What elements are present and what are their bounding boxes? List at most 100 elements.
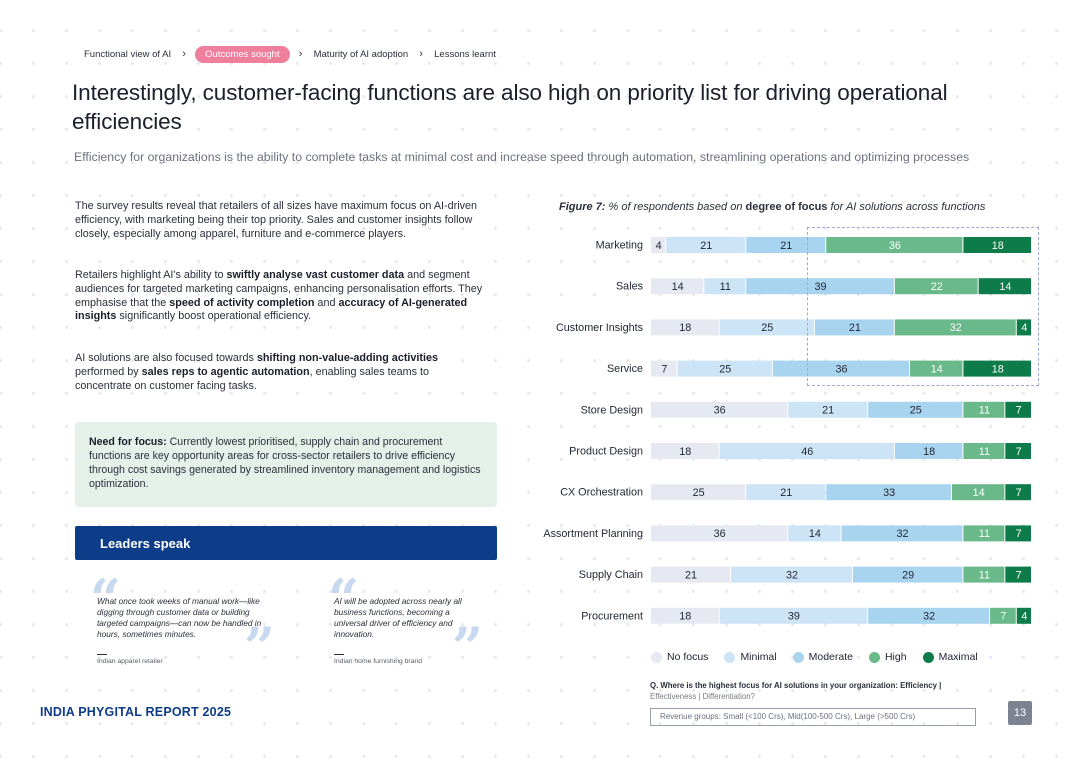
breadcrumb-item-outcomes-sought[interactable]: Outcomes sought <box>195 45 290 63</box>
data-label-product-design-moderate: 18 <box>923 446 935 458</box>
data-label-assortment-planning-maximal: 7 <box>1016 528 1022 540</box>
data-label-procurement-moderate: 32 <box>923 611 935 623</box>
body-paragraph-3: AI solutions are also focused towards sh… <box>75 352 485 393</box>
quote-divider <box>334 654 344 655</box>
figure-label: Figure 7: <box>559 201 606 213</box>
bar-segment-store-design-no-focus <box>651 401 788 418</box>
bar-segment-marketing-minimal <box>666 237 746 253</box>
page-number: 13 <box>1008 701 1032 725</box>
bar-segment-service-maximal <box>963 360 1031 377</box>
data-label-sales-minimal: 11 <box>720 281 731 293</box>
data-label-service-maximal: 18 <box>992 363 1004 375</box>
data-label-procurement-no-focus: 18 <box>679 611 691 623</box>
breadcrumb: Functional view of AI › Outcomes sought … <box>82 45 498 63</box>
bar-segment-procurement-minimal <box>719 607 868 624</box>
text-run: and segment audiences for targeted marke… <box>75 269 483 309</box>
bar-segment-marketing-high <box>826 237 963 253</box>
data-label-supply-chain-no-focus: 21 <box>685 569 697 581</box>
caption-run-bold: degree of focus <box>745 201 828 213</box>
bar-segment-product-design-high <box>963 443 1005 459</box>
data-label-customer-insights-high: 32 <box>950 322 962 334</box>
body-paragraph-1: The survey results reveal that retailers… <box>75 200 478 240</box>
category-label-product-design: Product Design <box>569 446 643 458</box>
category-label-assortment-planning: Assortment Planning <box>543 528 643 540</box>
data-label-customer-insights-maximal: 4 <box>1021 322 1027 334</box>
bar-segment-product-design-minimal <box>719 443 894 459</box>
bar-segment-store-design-moderate <box>868 401 963 418</box>
quote-text-2: AI will be adopted across nearly all bus… <box>334 596 462 639</box>
legend-swatch <box>651 651 662 663</box>
data-label-customer-insights-no-focus: 18 <box>679 322 691 334</box>
category-label-store-design: Store Design <box>581 404 643 416</box>
data-label-assortment-planning-no-focus: 36 <box>714 528 726 540</box>
quote-source-2: Indian home furnishing brand <box>334 658 423 665</box>
chevron-right-icon: › <box>182 48 186 60</box>
bar-segment-supply-chain-high <box>963 566 1005 583</box>
data-label-procurement-maximal: 4 <box>1021 611 1027 623</box>
bar-segment-marketing-no-focus <box>651 237 666 253</box>
text-run-bold: swiftly analyse vast customer data <box>226 269 405 281</box>
text-run: Retailers highlight AI's ability to <box>75 269 227 281</box>
body-paragraph-2: Retailers highlight AI's ability to swif… <box>75 269 485 324</box>
data-label-product-design-minimal: 46 <box>801 446 813 458</box>
bar-segment-service-minimal <box>677 360 772 377</box>
chevron-right-icon: › <box>298 48 303 60</box>
breadcrumb-item-lessons-learnt[interactable]: Lessons learnt <box>434 48 496 60</box>
open-quote-icon: “ <box>90 567 122 631</box>
figure-caption: Figure 7: % of respondents based on degr… <box>559 201 985 213</box>
data-label-supply-chain-high: 11 <box>979 569 990 581</box>
bar-segment-cx-orchestration-no-focus <box>651 484 746 501</box>
text-run: significantly boost operational efficien… <box>116 310 312 323</box>
bar-segment-product-design-no-focus <box>651 443 719 459</box>
bar-segment-store-design-minimal <box>788 401 868 418</box>
legend-label: No focus <box>667 651 709 663</box>
bar-segment-customer-insights-maximal <box>1016 319 1031 336</box>
highlight-dashed-box <box>807 227 1039 386</box>
bar-segment-cx-orchestration-minimal <box>746 484 826 501</box>
bar-segment-product-design-moderate <box>894 443 963 459</box>
bar-segment-procurement-maximal <box>1016 607 1031 624</box>
bar-segment-procurement-moderate <box>868 607 990 624</box>
bar-segment-service-moderate <box>772 360 910 377</box>
data-label-product-design-high: 11 <box>979 446 990 458</box>
bar-segment-supply-chain-maximal <box>1005 566 1031 583</box>
data-label-service-minimal: 25 <box>719 363 731 375</box>
legend-swatch <box>724 651 736 663</box>
legend-item-maximal: Maximal <box>922 651 978 663</box>
category-label-supply-chain: Supply Chain <box>579 569 643 581</box>
open-quote-icon: “ <box>328 567 360 631</box>
data-label-store-design-minimal: 21 <box>822 405 834 417</box>
data-label-store-design-maximal: 7 <box>1016 405 1022 417</box>
legend-item-high: High <box>868 651 907 663</box>
data-label-store-design-high: 11 <box>979 405 990 417</box>
data-label-marketing-moderate: 21 <box>780 240 792 252</box>
bar-segment-sales-maximal <box>978 278 1031 295</box>
data-label-supply-chain-minimal: 32 <box>786 569 798 581</box>
question-line-1: Q. Where is the highest focus for AI sol… <box>650 681 942 690</box>
close-quote-icon: ” <box>244 615 276 679</box>
data-label-sales-high: 22 <box>931 281 943 293</box>
category-label-service: Service <box>607 363 643 375</box>
text-run: , enabling sales teams to concentrate on… <box>75 365 430 392</box>
legend-label: Maximal <box>938 651 978 663</box>
data-label-cx-orchestration-no-focus: 25 <box>693 487 705 499</box>
text-run-bold: shifting non-value-adding activities <box>256 352 439 364</box>
bar-segment-supply-chain-moderate <box>852 566 963 583</box>
question-line-2: Effectiveness | Differentiation? <box>650 691 755 701</box>
data-label-sales-moderate: 39 <box>815 281 827 293</box>
breadcrumb-item-functional-view[interactable]: Functional view of AI <box>84 48 172 60</box>
chart-legend: No focus Minimal Moderate High Maximal <box>651 651 994 663</box>
data-label-assortment-planning-high: 11 <box>979 528 990 540</box>
bar-segment-cx-orchestration-high <box>951 484 1005 501</box>
data-label-cx-orchestration-minimal: 21 <box>780 487 792 499</box>
category-label-procurement: Procurement <box>581 610 643 622</box>
bar-segment-sales-moderate <box>746 278 894 295</box>
data-label-procurement-minimal: 39 <box>788 611 800 623</box>
text-run: performed by <box>75 365 142 378</box>
focus-text: Currently lowest prioritised, supply cha… <box>89 436 481 490</box>
bar-segment-assortment-planning-moderate <box>841 525 963 542</box>
breadcrumb-item-maturity[interactable]: Maturity of AI adoption <box>313 48 409 60</box>
quote-text-1: What once took weeks of manual work—like… <box>97 596 262 639</box>
legend-item-no-focus: No focus <box>651 651 708 663</box>
caption-run: for AI solutions across functions <box>827 201 986 213</box>
